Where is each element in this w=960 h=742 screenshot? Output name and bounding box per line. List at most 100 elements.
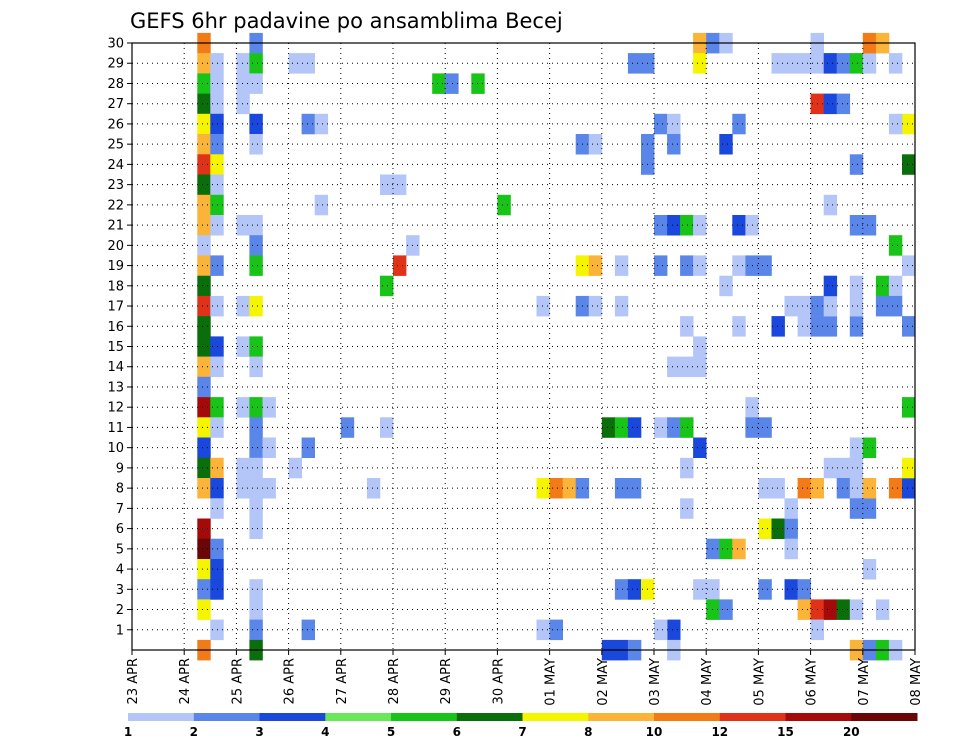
heatmap-cell <box>197 113 211 135</box>
heatmap-cell <box>236 53 250 74</box>
colorbar-label: 12 <box>711 725 728 739</box>
heatmap-cell <box>197 134 211 155</box>
heatmap-cell <box>197 538 211 560</box>
heatmap-cell <box>236 215 250 236</box>
heatmap-cell <box>784 53 798 74</box>
heatmap-cell <box>902 113 916 135</box>
y-tick-label: 13 <box>107 380 124 395</box>
heatmap-cell <box>432 73 446 94</box>
heatmap-cell <box>197 518 211 539</box>
colorbar-label: 1 <box>124 725 132 739</box>
heatmap-cell <box>197 356 211 378</box>
heatmap-cell <box>197 316 211 337</box>
colorbar-swatch <box>193 713 260 721</box>
heatmap-cell <box>797 579 811 600</box>
heatmap-cell <box>693 356 707 378</box>
heatmap-cell <box>823 316 838 337</box>
x-tick-label: 07 MAY <box>857 658 872 706</box>
y-tick-label: 5 <box>116 542 124 557</box>
heatmap-cell <box>236 457 250 479</box>
colorbar-swatch <box>456 713 523 721</box>
heatmap-cell <box>197 457 211 479</box>
colorbar-label: 3 <box>255 725 263 739</box>
y-tick-label: 18 <box>107 279 124 294</box>
heatmap-cell <box>249 215 263 236</box>
heatmap-cell <box>249 478 263 499</box>
heatmap-cell <box>823 275 838 297</box>
heatmap-cell <box>836 457 851 479</box>
heatmap-cell <box>693 53 707 74</box>
heatmap-cell <box>654 255 668 276</box>
heatmap-cell <box>693 336 707 357</box>
heatmap-cell <box>262 437 276 458</box>
heatmap-cell <box>797 316 811 337</box>
heatmap-cell <box>784 518 798 539</box>
heatmap-cell <box>236 336 250 357</box>
colorbar-label: 8 <box>584 725 592 739</box>
heatmap-cell <box>249 255 263 276</box>
y-tick-label: 23 <box>107 178 124 193</box>
heatmap-cell <box>197 194 211 216</box>
heatmap-cell <box>680 417 694 438</box>
x-tick-label: 29 APR <box>439 658 454 704</box>
x-tick-label: 02 MAY <box>596 658 611 706</box>
heatmap-cell <box>862 53 877 74</box>
x-tick-label: 05 MAY <box>752 658 767 706</box>
heatmap-cell <box>784 538 798 560</box>
heatmap-cell <box>614 417 629 438</box>
y-tick-label: 14 <box>107 360 124 375</box>
heatmap-cell <box>719 599 733 620</box>
y-tick-label: 15 <box>107 340 124 355</box>
y-tick-label: 6 <box>116 522 124 537</box>
colorbar-swatch <box>391 713 458 721</box>
heatmap-cell <box>380 417 394 438</box>
heatmap-cell <box>393 174 407 195</box>
heatmap-cell <box>888 113 903 135</box>
heatmap-cell <box>849 599 864 620</box>
heatmap-cell <box>693 437 707 458</box>
heatmap-cell <box>197 599 211 620</box>
heatmap-cell <box>627 579 642 600</box>
heatmap-cell <box>758 579 772 600</box>
heatmap-cell <box>249 295 263 317</box>
x-tick-label: 26 APR <box>283 658 298 704</box>
heatmap-cell <box>693 215 707 236</box>
y-tick-label: 27 <box>107 97 124 112</box>
heatmap-cell <box>849 478 864 499</box>
heatmap-cell <box>849 498 864 519</box>
colorbar-swatch <box>522 713 589 721</box>
heatmap-cell <box>536 619 550 641</box>
heatmap-cell <box>836 53 851 74</box>
heatmap-cell <box>197 93 211 115</box>
y-tick-label: 9 <box>116 461 124 476</box>
heatmap-cell <box>784 579 798 600</box>
heatmap-cell <box>197 376 211 398</box>
heatmap-cell <box>288 457 302 479</box>
heatmap-cell <box>197 174 211 195</box>
heatmap-cell <box>614 295 629 317</box>
heatmap-cell <box>654 417 668 438</box>
heatmap-cell <box>849 275 864 297</box>
heatmap-cell <box>314 194 329 216</box>
x-tick-label: 25 APR <box>230 658 245 704</box>
heatmap-cell <box>197 275 211 297</box>
heatmap-cell <box>758 518 772 539</box>
y-tick-label: 11 <box>107 421 124 436</box>
heatmap-cell <box>197 154 211 175</box>
heatmap-cell <box>301 619 315 641</box>
heatmap-cell <box>680 316 694 337</box>
chart-title: GEFS 6hr padavine po ansamblima Becej <box>130 9 563 33</box>
x-tick-label: 08 MAY <box>909 658 924 706</box>
heatmap-cell <box>197 336 211 357</box>
heatmap-cell <box>902 478 916 499</box>
y-tick-label: 30 <box>107 37 124 52</box>
heatmap-cell <box>667 356 681 378</box>
heatmap-cell <box>654 113 668 135</box>
heatmap-cell <box>902 154 916 175</box>
x-tick-label: 01 MAY <box>544 658 559 706</box>
heatmap-cell <box>771 478 785 499</box>
heatmap-cell <box>888 53 903 74</box>
heatmap-cell <box>627 53 642 74</box>
heatmap-cell <box>288 53 302 74</box>
